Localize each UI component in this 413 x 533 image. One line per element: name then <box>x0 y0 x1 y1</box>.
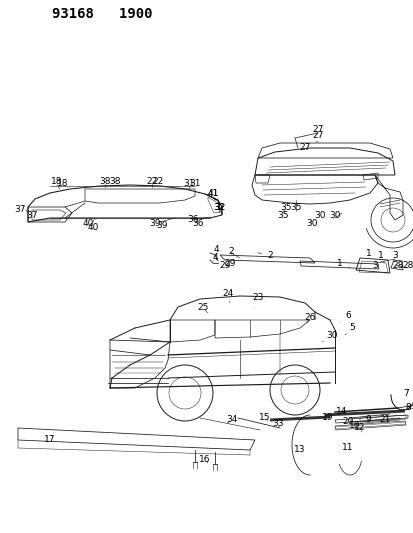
Text: 39: 39 <box>156 222 167 230</box>
Text: 27: 27 <box>299 141 317 152</box>
Text: 3: 3 <box>371 261 384 270</box>
Text: 30: 30 <box>309 211 325 222</box>
Text: 41: 41 <box>207 190 218 198</box>
Text: 2: 2 <box>228 246 233 255</box>
Text: 1: 1 <box>366 248 371 257</box>
Text: 28: 28 <box>401 261 413 270</box>
Text: 2: 2 <box>257 252 272 261</box>
Text: 41: 41 <box>207 190 218 198</box>
Text: 36: 36 <box>192 220 203 229</box>
Text: 5: 5 <box>344 324 354 335</box>
Text: 39: 39 <box>149 219 160 228</box>
Text: 20: 20 <box>342 417 353 426</box>
Text: 4: 4 <box>213 246 218 254</box>
Text: 35: 35 <box>280 203 291 212</box>
Text: 7: 7 <box>402 389 408 398</box>
Text: 40: 40 <box>87 222 98 231</box>
Text: 1: 1 <box>336 259 349 268</box>
Text: 9: 9 <box>364 416 370 424</box>
Text: 11: 11 <box>342 443 353 453</box>
Text: 24: 24 <box>222 289 233 303</box>
Text: 31: 31 <box>189 180 200 189</box>
Text: 10: 10 <box>349 421 360 430</box>
Text: 3: 3 <box>391 252 397 261</box>
Text: 27: 27 <box>311 132 323 141</box>
Text: 38: 38 <box>109 176 121 185</box>
Text: 15: 15 <box>259 414 270 423</box>
Text: 14: 14 <box>335 408 347 416</box>
Text: 29: 29 <box>224 259 235 268</box>
Text: 30: 30 <box>321 332 337 342</box>
Text: 37: 37 <box>26 211 38 220</box>
Text: 23: 23 <box>252 294 263 308</box>
Text: 31: 31 <box>183 179 194 188</box>
Text: 12: 12 <box>354 424 365 432</box>
Text: 37: 37 <box>14 206 26 214</box>
Text: 34: 34 <box>226 416 237 424</box>
Text: 38: 38 <box>99 176 111 185</box>
Text: 22: 22 <box>146 176 157 185</box>
Text: 21: 21 <box>378 416 390 424</box>
Text: 30: 30 <box>306 219 317 228</box>
Text: 6: 6 <box>339 311 350 322</box>
Text: 35: 35 <box>290 204 301 213</box>
Text: 33: 33 <box>272 418 283 427</box>
Text: 36: 36 <box>187 215 198 224</box>
Text: 17: 17 <box>44 435 56 445</box>
Text: 35: 35 <box>277 211 288 220</box>
Text: 28: 28 <box>392 262 403 271</box>
Text: 18: 18 <box>51 177 63 187</box>
Text: 22: 22 <box>152 176 163 185</box>
Text: 30: 30 <box>328 211 340 220</box>
Text: 32: 32 <box>213 203 224 212</box>
Text: 4: 4 <box>212 254 217 262</box>
Text: 26: 26 <box>304 313 315 323</box>
Text: 40: 40 <box>82 220 93 229</box>
Text: 93168   1900: 93168 1900 <box>52 7 152 21</box>
Text: 19: 19 <box>321 414 333 423</box>
Text: 27: 27 <box>311 125 323 134</box>
Text: 32: 32 <box>214 204 225 213</box>
Text: 29: 29 <box>219 261 230 270</box>
Text: 16: 16 <box>199 456 210 464</box>
Text: 25: 25 <box>197 303 208 313</box>
Text: 18: 18 <box>57 180 69 189</box>
Text: 1: 1 <box>377 251 383 260</box>
Text: 8: 8 <box>404 403 410 413</box>
Text: 13: 13 <box>294 446 305 455</box>
